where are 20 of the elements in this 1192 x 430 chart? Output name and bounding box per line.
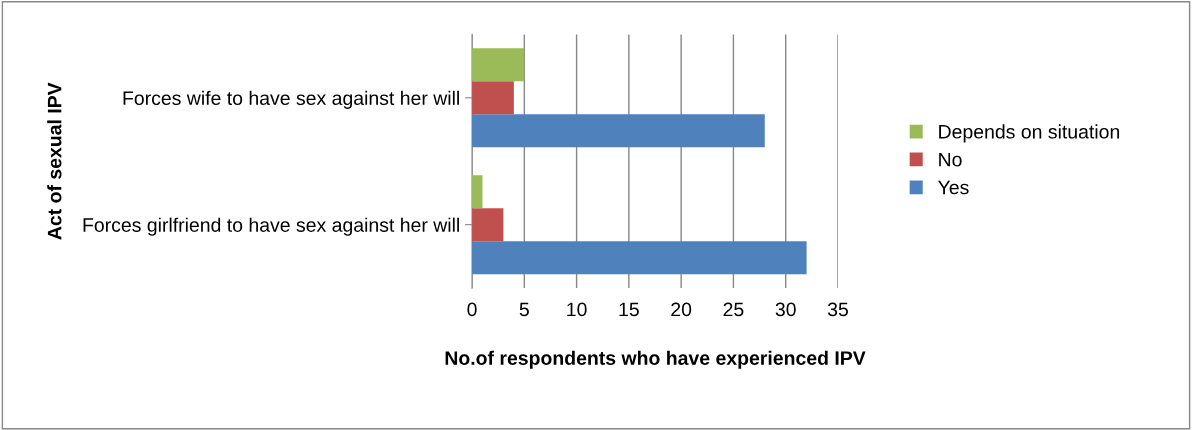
bar (472, 48, 525, 82)
x-tick-label: 30 (775, 302, 796, 317)
y-tick-label: Forces girlfriend to have sex against her will (83, 217, 459, 236)
x-tick-label: 35 (827, 302, 848, 317)
x-tick-label: 10 (567, 302, 587, 317)
bar (472, 81, 514, 115)
y-axis-title: Act of sexual IPV (47, 82, 62, 240)
x-tick-label: 15 (619, 302, 639, 317)
x-tick-label: 20 (671, 302, 692, 317)
x-tick-label: 5 (519, 302, 529, 317)
bar (472, 208, 504, 242)
x-tick-label: 25 (723, 302, 744, 317)
y-tick-label: Forces wife to have sex against her will (123, 90, 459, 109)
x-axis-title: No.of respondents who have experienced IPV (445, 350, 866, 369)
legend-label: No (939, 152, 962, 167)
x-tick-label: 0 (467, 302, 477, 317)
bar (472, 241, 807, 275)
legend-label: Depends on situation (939, 124, 1120, 143)
legend-label: Yes (938, 180, 969, 195)
bar (472, 114, 765, 148)
